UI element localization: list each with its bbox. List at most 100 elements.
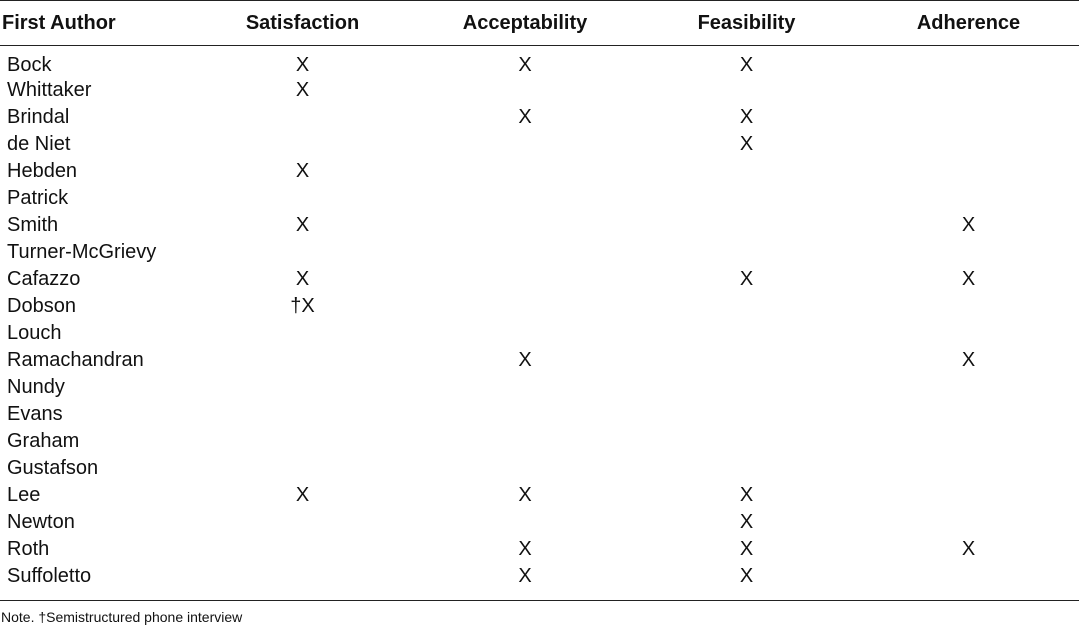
adherence-cell [858,158,1079,185]
satisfaction-cell [190,131,415,158]
feasibility-cell [635,428,858,455]
author-cell: Patrick [7,187,69,209]
adherence-cell [858,374,1079,401]
acceptability-cell [415,320,635,347]
table-row: Louch [0,320,1079,347]
acceptability-cell: X [518,54,532,76]
adherence-cell: X [961,268,976,290]
feasibility-cell [635,347,858,374]
acceptability-cell [415,428,635,455]
table-row: Roth X X X [0,536,1079,563]
satisfaction-cell [190,509,415,536]
feasibility-cell: X [739,538,754,560]
adherence-cell [858,131,1079,158]
satisfaction-cell [190,239,415,266]
adherence-cell [858,46,1079,78]
table-row: Dobson †X [0,293,1079,320]
acceptability-cell: X [518,565,532,587]
satisfaction-cell: X [295,160,310,182]
adherence-cell [858,320,1079,347]
outcomes-table: First Author Satisfaction Acceptability … [0,0,1079,590]
feasibility-cell [635,374,858,401]
acceptability-cell: X [518,106,532,128]
feasibility-cell [635,77,858,104]
table-row: Nundy [0,374,1079,401]
acceptability-cell [415,509,635,536]
adherence-cell [858,563,1079,590]
feasibility-cell [635,158,858,185]
table-row: Newton X [0,509,1079,536]
author-cell: Gustafson [7,457,99,479]
satisfaction-cell: X [295,79,310,101]
table-row: Brindal X X [0,104,1079,131]
acceptability-cell [415,455,635,482]
feasibility-cell [635,239,858,266]
feasibility-cell [635,185,858,212]
satisfaction-cell [190,320,415,347]
acceptability-cell [415,266,635,293]
author-cell: Turner-McGrievy [7,241,157,263]
table-row: Smith X X [0,212,1079,239]
table-bottom-rule [0,600,1079,601]
satisfaction-cell: †X [290,295,315,317]
feasibility-cell [635,455,858,482]
header-feasibility: Feasibility [635,0,858,46]
feasibility-cell: X [739,106,754,128]
acceptability-cell: X [518,538,532,560]
header-first-author: First Author [0,0,190,46]
acceptability-cell [415,131,635,158]
feasibility-cell [635,293,858,320]
satisfaction-cell [190,455,415,482]
author-cell: Nundy [7,376,65,398]
table-row: Graham [0,428,1079,455]
adherence-cell [858,185,1079,212]
satisfaction-cell [190,104,415,131]
table-row: Suffoletto X X [0,563,1079,590]
satisfaction-cell: X [295,54,310,76]
acceptability-cell [415,239,635,266]
satisfaction-cell: X [295,268,310,290]
acceptability-cell [415,77,635,104]
feasibility-cell [635,401,858,428]
author-cell: Newton [7,511,75,533]
adherence-cell [858,77,1079,104]
acceptability-cell [415,158,635,185]
outcomes-table-container: First Author Satisfaction Acceptability … [0,0,1079,590]
acceptability-cell [415,401,635,428]
feasibility-cell [635,212,858,239]
adherence-cell: X [961,214,976,236]
feasibility-cell: X [739,268,754,290]
author-cell: Smith [7,214,59,236]
satisfaction-cell: X [295,484,310,506]
adherence-cell: X [961,349,976,371]
author-cell: Suffoletto [7,565,92,587]
table-row: Cafazzo X X X [0,266,1079,293]
feasibility-cell: X [739,54,754,76]
feasibility-cell: X [739,565,754,587]
acceptability-cell [415,293,635,320]
table-row: Whittaker X [0,77,1079,104]
acceptability-cell [415,374,635,401]
satisfaction-cell: X [295,214,310,236]
table-note: Note. †Semistructured phone interview [1,609,243,625]
feasibility-cell [635,320,858,347]
author-cell: Evans [7,403,63,425]
table-row: Gustafson [0,455,1079,482]
satisfaction-cell [190,563,415,590]
table-row: Evans [0,401,1079,428]
adherence-cell: X [961,538,976,560]
acceptability-cell [415,212,635,239]
satisfaction-cell [190,374,415,401]
table-row: Hebden X [0,158,1079,185]
adherence-cell [858,104,1079,131]
table-row: Ramachandran X X [0,347,1079,374]
author-cell: Graham [7,430,80,452]
feasibility-cell: X [739,133,754,155]
acceptability-cell: X [518,349,532,371]
author-cell: Louch [7,322,62,344]
header-row: First Author Satisfaction Acceptability … [0,0,1079,46]
author-cell: Roth [7,538,50,560]
author-cell: Hebden [7,160,78,182]
table-row: Lee X X X [0,482,1079,509]
author-cell: de Niet [7,133,71,155]
